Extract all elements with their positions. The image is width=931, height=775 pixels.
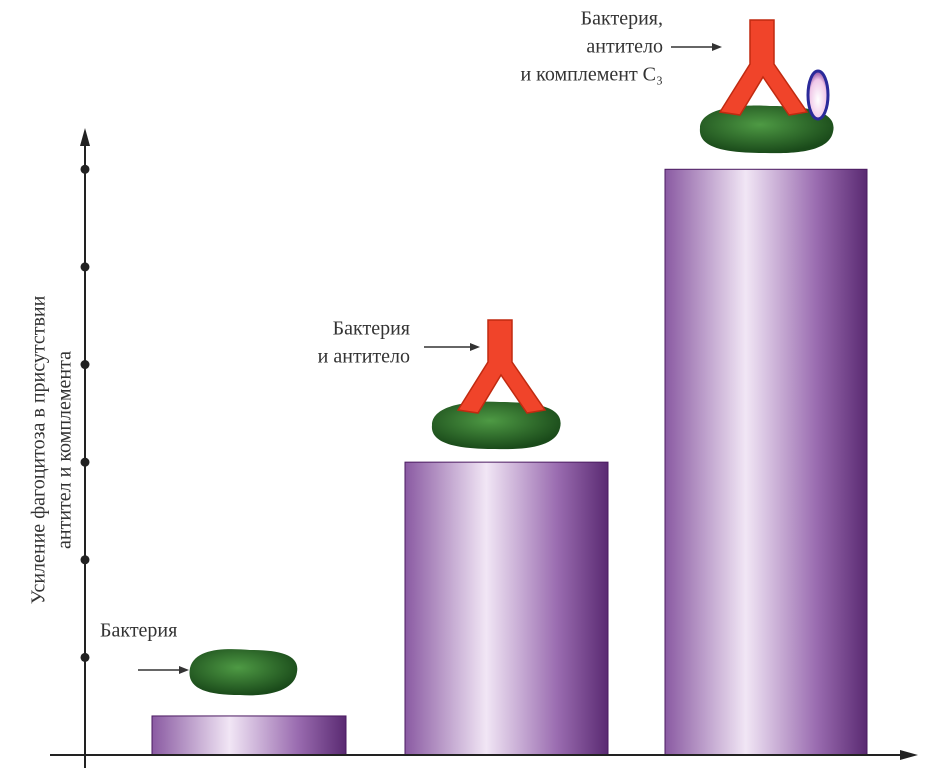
y-tick-dot (80, 262, 90, 272)
bar (664, 168, 868, 756)
antibody (718, 19, 809, 116)
category-label: Бактерия (333, 318, 410, 340)
y-axis-label: Усиление фагоцитоза в присутствии антител… (28, 295, 76, 604)
antibody (456, 319, 547, 414)
y-tick-dot (80, 555, 90, 565)
category-label: антитело (586, 36, 663, 58)
y-axis-label-line: Усиление фагоцитоза в присутствии (28, 295, 50, 604)
bacterium (699, 105, 834, 154)
bar (151, 715, 347, 756)
pointer-head (470, 343, 480, 351)
pointer-head (712, 43, 722, 51)
complement (806, 69, 830, 121)
y-tick-dot (80, 652, 90, 662)
bacterium (189, 649, 298, 696)
category-label: и комплемент C₃ (520, 64, 663, 86)
category-label: Бактерия (100, 620, 177, 642)
y-axis-label-line: антител и комплемента (54, 351, 76, 549)
illustrations (138, 19, 834, 696)
axes (50, 128, 918, 768)
y-tick-dot (80, 457, 90, 467)
y-tick-dot (80, 164, 90, 174)
y-arrow (80, 128, 90, 146)
category-label: и антитело (318, 346, 410, 368)
bar (404, 461, 609, 756)
category-label: Бактерия, (581, 8, 663, 30)
pointer-head (179, 666, 189, 674)
y-tick-dot (80, 360, 90, 370)
x-arrow (900, 750, 918, 760)
